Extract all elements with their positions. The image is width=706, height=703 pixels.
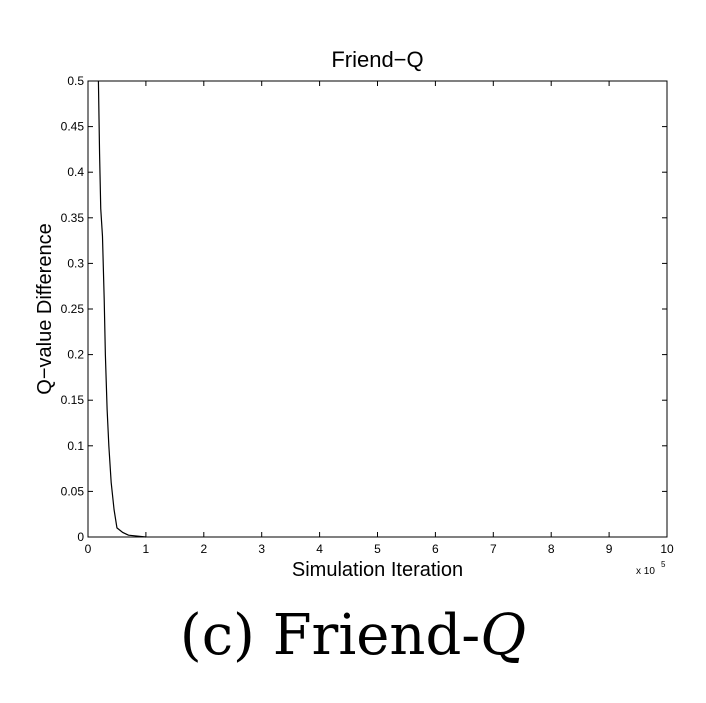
x-tick-label: 7 bbox=[490, 542, 497, 556]
x-multiplier-label: x 10 bbox=[636, 566, 655, 577]
x-tick-label: 5 bbox=[374, 542, 381, 556]
x-tick-label: 1 bbox=[143, 542, 150, 556]
y-tick-label: 0.5 bbox=[67, 74, 84, 88]
y-tick-label: 0.3 bbox=[67, 256, 84, 270]
plot-area bbox=[87, 80, 668, 538]
y-tick-label: 0.05 bbox=[61, 484, 85, 498]
caption-emphasis: Q bbox=[480, 603, 527, 668]
y-axis-ticks: 0 0.05 0.1 0.15 0.2 0.25 0.3 0.35 0.4 0.45 0.5 bbox=[61, 74, 667, 544]
series-layer bbox=[97, 80, 146, 538]
y-tick-label: 0.35 bbox=[61, 211, 85, 225]
y-tick-label: 0.15 bbox=[61, 393, 85, 407]
figure-caption: (c) Friend-Q bbox=[0, 596, 706, 676]
x-multiplier-exponent: 5 bbox=[661, 560, 666, 569]
y-tick-label: 0.25 bbox=[61, 302, 85, 316]
y-tick-label: 0 bbox=[77, 530, 84, 544]
x-tick-label: 8 bbox=[548, 542, 555, 556]
y-tick-label: 0.45 bbox=[61, 120, 85, 134]
x-tick-label: 0 bbox=[85, 542, 92, 556]
y-axis-title: Q−value Difference bbox=[34, 223, 56, 394]
y-tick-label: 0.4 bbox=[67, 165, 84, 179]
y-tick-label: 0.1 bbox=[67, 439, 84, 453]
x-axis-ticks: 0 1 2 3 4 5 6 7 8 9 10 bbox=[85, 81, 674, 556]
x-axis-title: Simulation Iteration bbox=[292, 559, 463, 581]
x-tick-label: 2 bbox=[200, 542, 207, 556]
x-tick-label: 6 bbox=[432, 542, 439, 556]
x-tick-label: 3 bbox=[258, 542, 265, 556]
x-tick-label: 4 bbox=[316, 542, 323, 556]
series-line bbox=[97, 80, 146, 538]
chart-title: Friend−Q bbox=[331, 47, 423, 72]
x-tick-label: 9 bbox=[606, 542, 613, 556]
caption-prefix: (c) Friend- bbox=[179, 603, 481, 668]
x-tick-label: 10 bbox=[660, 542, 674, 556]
y-tick-label: 0.2 bbox=[67, 348, 84, 362]
chart: 0 1 2 3 4 5 6 7 8 9 10 00.050.10.150.20.250.30.350… bbox=[34, 47, 674, 581]
